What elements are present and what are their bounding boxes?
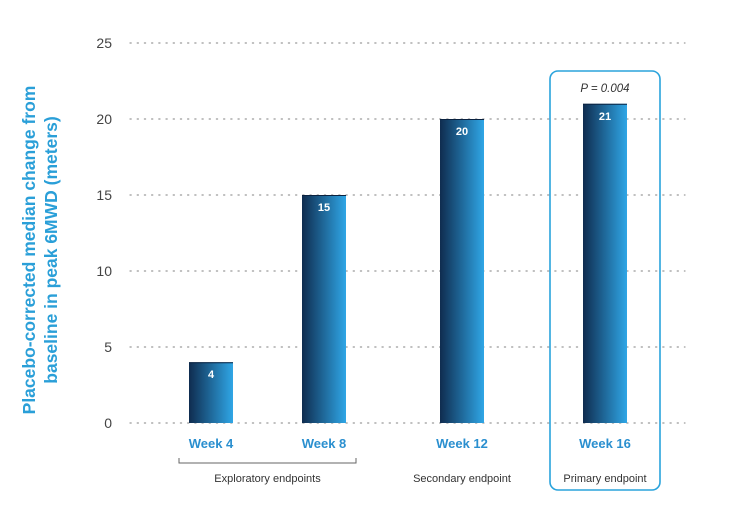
primary-highlight <box>549 70 661 491</box>
group-label-secondary-endpoint: Secondary endpoint <box>413 473 511 485</box>
endpoint-groups: Exploratory endpoints Secondary endpoint P… <box>178 458 647 485</box>
group-bracket-exploratory-endpoints <box>178 458 357 464</box>
y-tick-label-0: 0 <box>104 415 112 431</box>
data-label-week-8: 15 <box>318 202 330 214</box>
y-tick-label-20: 20 <box>96 111 112 127</box>
group-label-primary-endpoint: Primary endpoint <box>563 473 646 485</box>
bar-week-4 <box>189 362 233 423</box>
y-tick-label-10: 10 <box>96 263 112 279</box>
x-label-week-8: Week 8 <box>302 436 347 451</box>
data-label-week-4: 4 <box>208 369 215 381</box>
y-tick-label-25: 25 <box>96 35 112 51</box>
data-label-week-12: 20 <box>456 126 468 138</box>
group-label-exploratory-endpoints: Exploratory endpoints <box>214 473 321 485</box>
bar-week-8 <box>302 195 346 423</box>
x-label-week-12: Week 12 <box>436 436 488 451</box>
y-tick-label-5: 5 <box>104 339 112 355</box>
x-label-week-4: Week 4 <box>189 436 234 451</box>
bar-week-16 <box>583 103 627 424</box>
primary-endpoint-box <box>549 70 661 491</box>
x-label-week-16: Week 16 <box>579 436 631 451</box>
bars: 4 15 20 21 P = 0.004 <box>189 83 630 424</box>
bar-week-12 <box>440 119 484 423</box>
data-label-week-16: 21 <box>599 111 611 123</box>
y-tick-label-15: 15 <box>96 187 112 203</box>
p-value-annotation: P = 0.004 <box>580 83 629 95</box>
y-axis-ticks: 0 5 10 15 20 25 <box>96 35 112 431</box>
x-axis-labels: Week 4 Week 8 Week 12 Week 16 <box>189 436 631 451</box>
